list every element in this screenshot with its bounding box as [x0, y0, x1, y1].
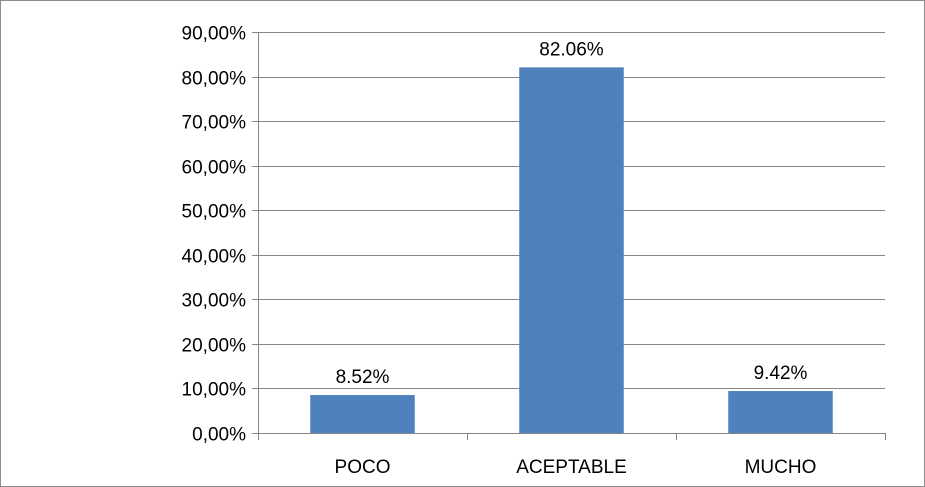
y-tick-label: 50,00%: [182, 202, 247, 223]
y-tick-label: 30,00%: [182, 291, 247, 312]
y-tick-label: 0,00%: [192, 425, 246, 446]
bar-poco: [310, 395, 415, 433]
y-tick-label: 60,00%: [182, 158, 247, 179]
y-tick-label: 40,00%: [182, 247, 247, 268]
data-label: 8.52%: [336, 367, 390, 388]
x-tick-label: ACEPTABLE: [516, 457, 627, 478]
y-tick-label: 20,00%: [182, 336, 247, 357]
y-tick-label: 80,00%: [182, 69, 247, 90]
y-tick-label: 10,00%: [182, 380, 247, 401]
bar-mucho: [728, 391, 833, 433]
x-tick-label: MUCHO: [745, 457, 817, 478]
bar-aceptable: [519, 67, 624, 434]
axes: [252, 32, 886, 440]
x-tick-label: POCO: [335, 457, 391, 478]
bars: [310, 67, 833, 434]
data-label: 82.06%: [539, 39, 604, 60]
y-tick-label: 90,00%: [182, 24, 247, 45]
y-tick-label: 70,00%: [182, 113, 247, 134]
data-label: 9.42%: [754, 363, 808, 384]
labels: 0,00% 10,00% 20,00% 30,00% 40,00% 50,00% 60,00…: [182, 24, 817, 479]
